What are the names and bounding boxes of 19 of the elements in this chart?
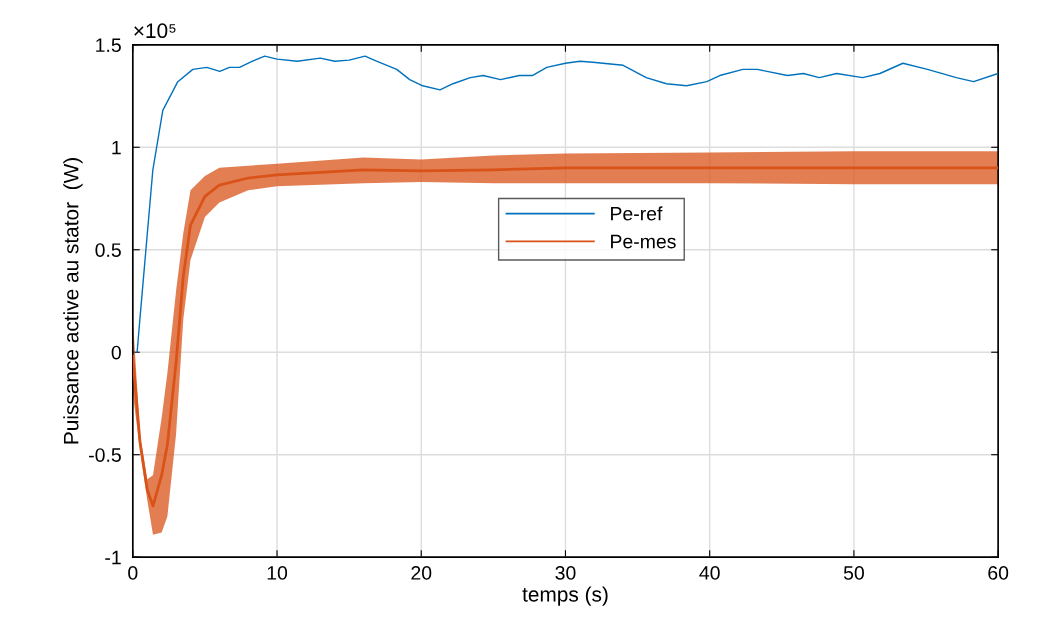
x-tick-label: 0: [128, 566, 138, 580]
y-tick-label: 1.5: [96, 38, 121, 53]
x-tick-label: 40: [699, 566, 720, 580]
y-tick-label: -0.5: [89, 448, 121, 462]
legend-label: Pe-mes: [611, 234, 676, 249]
x-tick-label: 60: [988, 566, 1009, 580]
y-tick-label: 1: [112, 140, 121, 155]
y-tick-label: 0.5: [95, 243, 121, 257]
x-tick-label: 10: [267, 566, 288, 580]
line-series: [136, 55, 999, 353]
x-tick-label: 50: [843, 566, 864, 580]
y-axis-title: Puissance active au stator (W): [63, 158, 83, 444]
legend-label: Pe-ref: [611, 206, 663, 221]
text: ×10⁵: [134, 23, 176, 39]
x-axis-title: temps (s): [522, 586, 608, 606]
x-tick-label: 20: [411, 566, 432, 580]
x-tick-label: 30: [555, 566, 576, 580]
y-tick-label: 0: [111, 345, 121, 360]
y-tick-label: -1: [105, 550, 121, 565]
